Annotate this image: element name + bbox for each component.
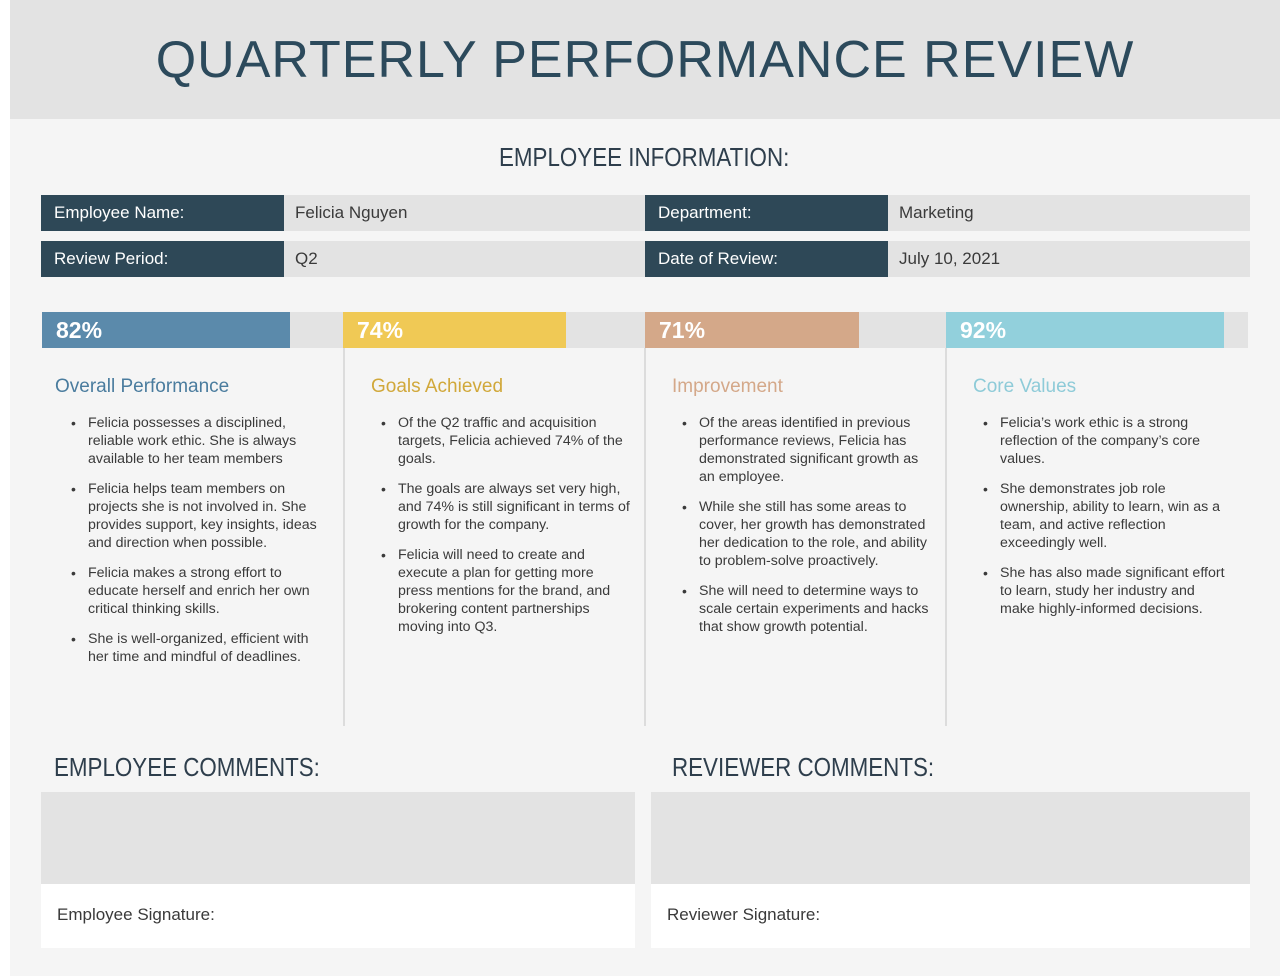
core-values-list: Felicia’s work ethic is a strong reflect… <box>982 414 1232 630</box>
reviewer-signature-label: Reviewer Signature: <box>667 905 821 924</box>
reviewer-signature-field[interactable]: Reviewer Signature: <box>651 884 1250 948</box>
reviewer-comments-heading: REVIEWER COMMENTS: <box>672 752 935 782</box>
date-of-review-value[interactable]: July 10, 2021 <box>888 241 1250 277</box>
column-divider <box>343 348 345 726</box>
column-divider <box>945 348 947 726</box>
list-item: Felicia makes a strong effort to educate… <box>70 564 328 618</box>
list-item: She has also made significant effort to … <box>982 564 1232 618</box>
employee-name-label: Employee Name: <box>41 195 284 231</box>
list-item: Felicia will need to create and execute … <box>380 546 630 636</box>
goals-achieved-bar: 74% <box>343 312 645 348</box>
review-period-value[interactable]: Q2 <box>284 241 645 277</box>
list-item: Of the areas identified in previous perf… <box>681 414 931 486</box>
core-values-bar: 92% <box>946 312 1248 348</box>
overall-performance-list: Felicia possesses a disciplined, reliabl… <box>70 414 328 678</box>
list-item: While she still has some areas to cover,… <box>681 498 931 570</box>
core-values-title: Core Values <box>973 376 1077 397</box>
list-item: She demonstrates job role ownership, abi… <box>982 480 1232 552</box>
list-item: Felicia’s work ethic is a strong reflect… <box>982 414 1232 468</box>
overall-performance-title: Overall Performance <box>55 376 230 397</box>
improvement-bar: 71% <box>645 312 947 348</box>
improvement-list: Of the areas identified in previous perf… <box>681 414 931 648</box>
document-page: QUARTERLY PERFORMANCE REVIEW EMPLOYEE IN… <box>10 0 1280 976</box>
overall-performance-percent: 82% <box>56 317 103 343</box>
department-value[interactable]: Marketing <box>888 195 1250 231</box>
employee-signature-label: Employee Signature: <box>57 905 215 924</box>
title-band <box>10 0 1280 119</box>
improvement-percent: 71% <box>659 317 706 343</box>
list-item: The goals are always set very high, and … <box>380 480 630 534</box>
employee-comments-heading: EMPLOYEE COMMENTS: <box>54 752 320 782</box>
column-divider <box>644 348 646 726</box>
employee-signature-field[interactable]: Employee Signature: <box>41 884 635 948</box>
improvement-bar-fill <box>645 312 860 348</box>
list-item: Felicia helps team members on projects s… <box>70 480 328 552</box>
list-item: She is well-organized, efficient with he… <box>70 630 328 666</box>
employee-comments-field[interactable] <box>41 792 635 884</box>
core-values-bar-fill <box>946 312 1224 348</box>
core-values-percent: 92% <box>960 317 1007 343</box>
goals-achieved-title: Goals Achieved <box>371 376 504 397</box>
list-item: She will need to determine ways to scale… <box>681 582 931 636</box>
goals-achieved-bar-fill <box>343 312 567 348</box>
employee-info-heading: EMPLOYEE INFORMATION: <box>499 142 790 172</box>
list-item: Felicia possesses a disciplined, reliabl… <box>70 414 328 468</box>
list-item: Of the Q2 traffic and acquisition target… <box>380 414 630 468</box>
page-title: QUARTERLY PERFORMANCE REVIEW <box>155 31 1135 89</box>
overall-performance-bar: 82% <box>42 312 344 348</box>
reviewer-comments-field[interactable] <box>651 792 1250 884</box>
review-period-label: Review Period: <box>41 241 284 277</box>
department-label: Department: <box>645 195 888 231</box>
date-of-review-label: Date of Review: <box>645 241 888 277</box>
goals-achieved-percent: 74% <box>357 317 404 343</box>
goals-achieved-list: Of the Q2 traffic and acquisition target… <box>380 414 630 648</box>
employee-name-value[interactable]: Felicia Nguyen <box>284 195 645 231</box>
overall-performance-bar-fill <box>42 312 290 348</box>
improvement-title: Improvement <box>672 376 783 397</box>
